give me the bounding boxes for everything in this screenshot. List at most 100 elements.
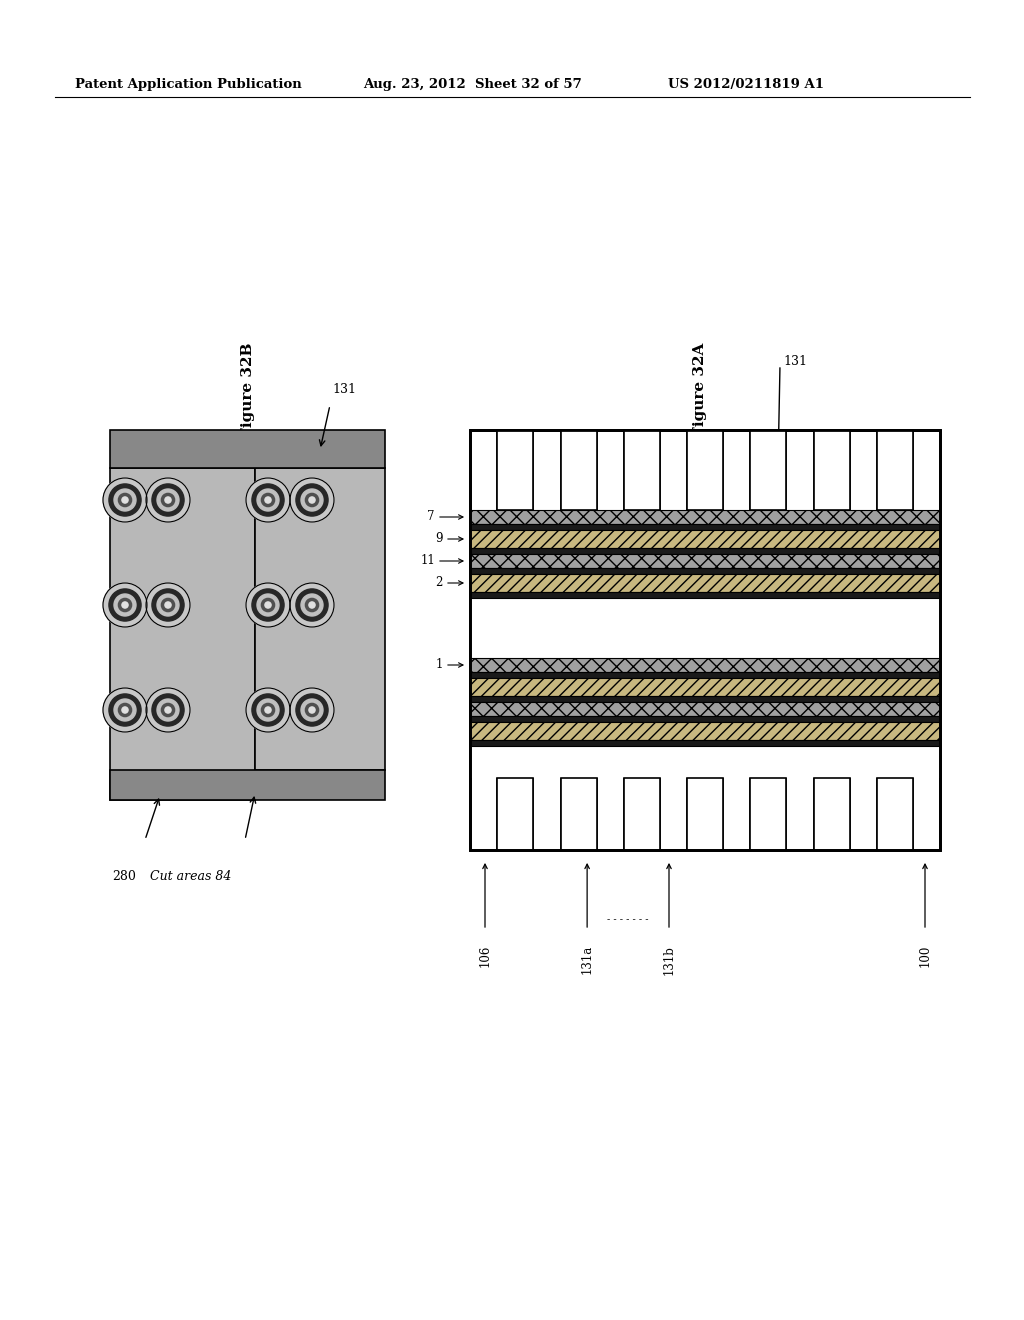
Bar (470, 554, 940, 568)
Circle shape (301, 488, 323, 511)
Bar (498, 430, 534, 510)
Bar (470, 598, 940, 657)
Text: 280: 280 (112, 870, 136, 883)
Text: 9: 9 (435, 532, 443, 545)
Bar (813, 777, 850, 850)
Bar (470, 722, 940, 741)
Bar (498, 430, 534, 510)
Bar (470, 591, 940, 598)
Circle shape (246, 688, 290, 733)
Bar (751, 777, 786, 850)
Bar (110, 430, 385, 469)
Text: Patent Application Publication: Patent Application Publication (75, 78, 302, 91)
Text: 7: 7 (427, 511, 435, 524)
Circle shape (162, 598, 175, 611)
Circle shape (296, 694, 328, 726)
Circle shape (301, 594, 323, 616)
Bar (255, 469, 385, 770)
Circle shape (261, 494, 274, 507)
Circle shape (261, 704, 274, 717)
Bar (470, 678, 940, 696)
Text: Figure 32A: Figure 32A (693, 343, 707, 437)
Bar (498, 777, 534, 850)
Circle shape (257, 488, 279, 511)
Bar (560, 777, 597, 850)
Text: Cut areas 84: Cut areas 84 (150, 870, 231, 883)
Bar (877, 777, 912, 850)
Bar (560, 430, 597, 510)
Circle shape (301, 700, 323, 721)
Circle shape (146, 478, 190, 521)
Circle shape (157, 594, 179, 616)
Bar (560, 777, 597, 850)
Circle shape (119, 704, 132, 717)
Bar (470, 715, 940, 722)
Bar (877, 430, 912, 510)
Text: 131b: 131b (663, 945, 676, 975)
Circle shape (109, 484, 141, 516)
Circle shape (309, 602, 315, 609)
Bar (110, 770, 385, 800)
Circle shape (103, 478, 147, 521)
Circle shape (119, 598, 132, 611)
Circle shape (257, 700, 279, 721)
Bar (470, 430, 940, 850)
Circle shape (114, 700, 136, 721)
Text: Aug. 23, 2012  Sheet 32 of 57: Aug. 23, 2012 Sheet 32 of 57 (362, 78, 582, 91)
Text: 131a: 131a (581, 945, 594, 974)
Bar (470, 657, 940, 672)
Bar (751, 430, 786, 510)
Bar (470, 568, 940, 574)
Circle shape (309, 708, 315, 713)
Text: 11: 11 (420, 554, 435, 568)
Circle shape (246, 478, 290, 521)
Bar (470, 510, 940, 524)
Circle shape (162, 494, 175, 507)
Circle shape (252, 694, 284, 726)
Circle shape (305, 704, 318, 717)
Circle shape (265, 708, 271, 713)
Bar (470, 574, 940, 591)
Circle shape (152, 589, 184, 620)
Bar (813, 430, 850, 510)
Text: 1: 1 (435, 659, 443, 672)
Circle shape (103, 688, 147, 733)
Bar (470, 672, 940, 678)
Circle shape (305, 494, 318, 507)
Text: 106: 106 (478, 945, 492, 968)
Bar (498, 777, 534, 850)
Circle shape (122, 496, 128, 503)
Bar (813, 777, 850, 850)
Circle shape (261, 598, 274, 611)
Circle shape (290, 688, 334, 733)
Text: 131: 131 (332, 383, 356, 396)
Circle shape (296, 484, 328, 516)
Circle shape (109, 589, 141, 620)
Circle shape (157, 700, 179, 721)
Bar (624, 777, 659, 850)
Circle shape (162, 704, 175, 717)
Bar (560, 430, 597, 510)
Circle shape (146, 688, 190, 733)
Bar (470, 524, 940, 531)
Circle shape (114, 488, 136, 511)
Bar (624, 777, 659, 850)
Circle shape (157, 488, 179, 511)
Bar (687, 430, 723, 510)
Bar (751, 777, 786, 850)
Circle shape (103, 583, 147, 627)
Circle shape (165, 708, 171, 713)
Circle shape (252, 484, 284, 516)
Circle shape (152, 484, 184, 516)
Bar (470, 531, 940, 548)
Text: US 2012/0211819 A1: US 2012/0211819 A1 (668, 78, 824, 91)
Bar (751, 430, 786, 510)
Circle shape (165, 496, 171, 503)
Text: 100: 100 (919, 945, 932, 968)
Text: 131: 131 (783, 355, 807, 368)
Circle shape (252, 589, 284, 620)
Bar (470, 430, 940, 850)
Circle shape (296, 589, 328, 620)
Bar (470, 696, 940, 702)
Circle shape (309, 496, 315, 503)
